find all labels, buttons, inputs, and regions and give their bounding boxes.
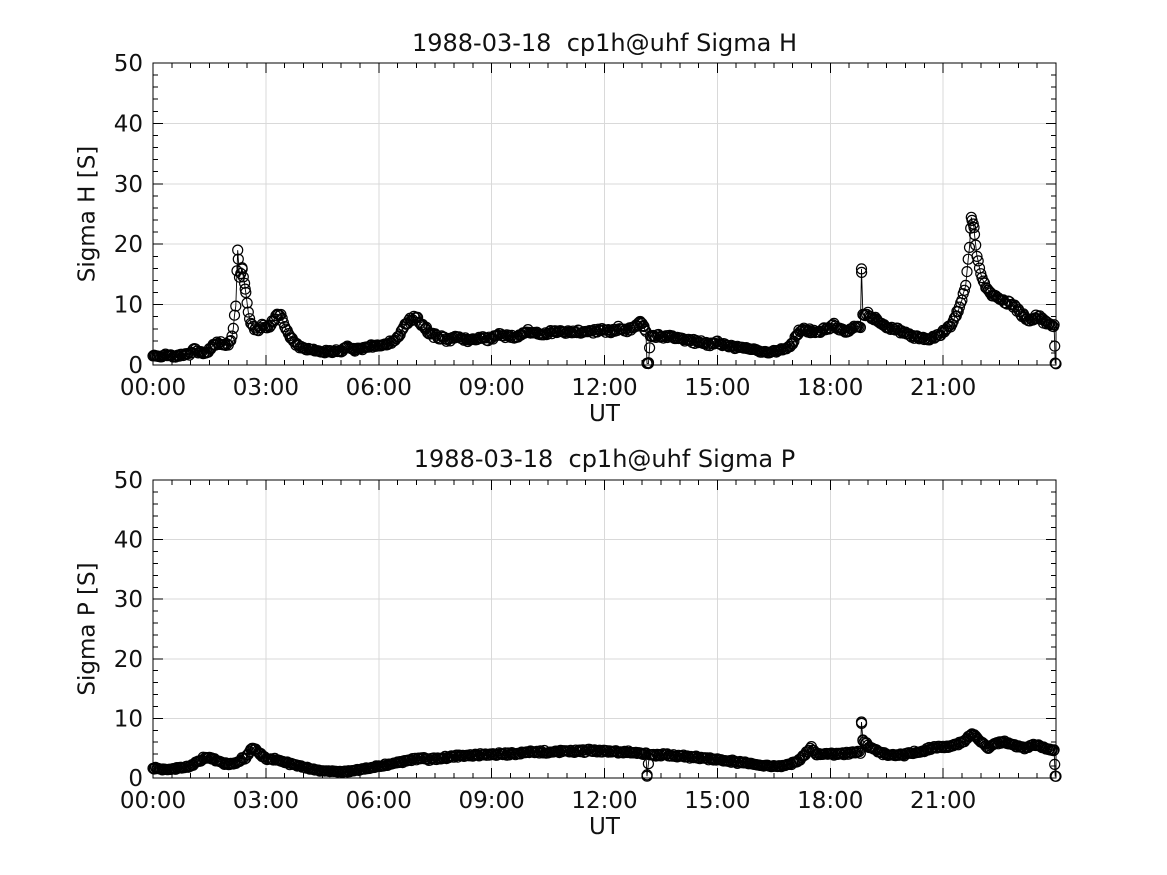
data-markers: [147, 716, 1062, 782]
tick-labels: 00:00 03:00 06:00 09:00 12:00 15:00 18:00 21:00…: [114, 468, 977, 814]
x-axis-label-ut-top: UT: [589, 401, 620, 427]
y-tick-label: 40: [114, 111, 143, 137]
data-series-sigma-p: [147, 716, 1062, 782]
y-tick-label: 10: [114, 706, 143, 732]
y-tick-label: 30: [114, 587, 143, 613]
x-tick-label: 09:00: [458, 375, 524, 401]
y-tick-label: 0: [128, 766, 143, 792]
y-tick-label: 50: [114, 468, 143, 494]
x-tick-label: 21:00: [910, 375, 976, 401]
tick-labels: 00:00 03:00 06:00 09:00 12:00 15:00 18:00 21:00…: [114, 51, 977, 401]
x-tick-label: 12:00: [571, 375, 637, 401]
chart-title-sigma-h: 1988-03-18 cp1h@uhf Sigma H: [411, 29, 798, 57]
y-tick-label: 20: [114, 232, 143, 258]
plot-border: [152, 62, 1057, 366]
x-tick-label: 00:00: [120, 788, 186, 814]
x-tick-label: 06:00: [346, 788, 412, 814]
data-markers: [147, 211, 1062, 370]
chart-0: 00:00 03:00 06:00 09:00 12:00 15:00 18:00 21:00…: [114, 51, 1062, 401]
x-tick-label: 18:00: [797, 375, 863, 401]
x-tick-label: 03:00: [233, 375, 299, 401]
y-tick-label: 0: [128, 353, 143, 379]
plot-border: [152, 479, 1057, 779]
y-axis-label-sigma-p: Sigma P [S]: [74, 562, 101, 696]
y-tick-label: 40: [114, 528, 143, 554]
grid-lines: [153, 480, 1056, 778]
y-tick-label: 30: [114, 172, 143, 198]
grid-lines: [153, 63, 1056, 365]
x-tick-label: 12:00: [571, 788, 637, 814]
x-tick-label: 03:00: [233, 788, 299, 814]
chart-title-sigma-p: 1988-03-18 cp1h@uhf Sigma P: [413, 445, 796, 473]
x-tick-label: 15:00: [684, 788, 750, 814]
x-tick-label: 09:00: [458, 788, 524, 814]
x-axis-label-ut-bottom: UT: [589, 814, 620, 840]
y-tick-label: 50: [114, 51, 143, 77]
x-tick-label: 06:00: [346, 375, 412, 401]
y-tick-label: 10: [114, 293, 143, 319]
data-series-sigma-h: [147, 211, 1062, 370]
chart-1: 00:00 03:00 06:00 09:00 12:00 15:00 18:00 21:00…: [114, 468, 1062, 814]
x-tick-label: 00:00: [120, 375, 186, 401]
y-axis-label-sigma-h: Sigma H [S]: [74, 145, 101, 283]
x-tick-label: 15:00: [684, 375, 750, 401]
x-tick-label: 18:00: [797, 788, 863, 814]
y-tick-label: 20: [114, 647, 143, 673]
x-tick-label: 21:00: [910, 788, 976, 814]
